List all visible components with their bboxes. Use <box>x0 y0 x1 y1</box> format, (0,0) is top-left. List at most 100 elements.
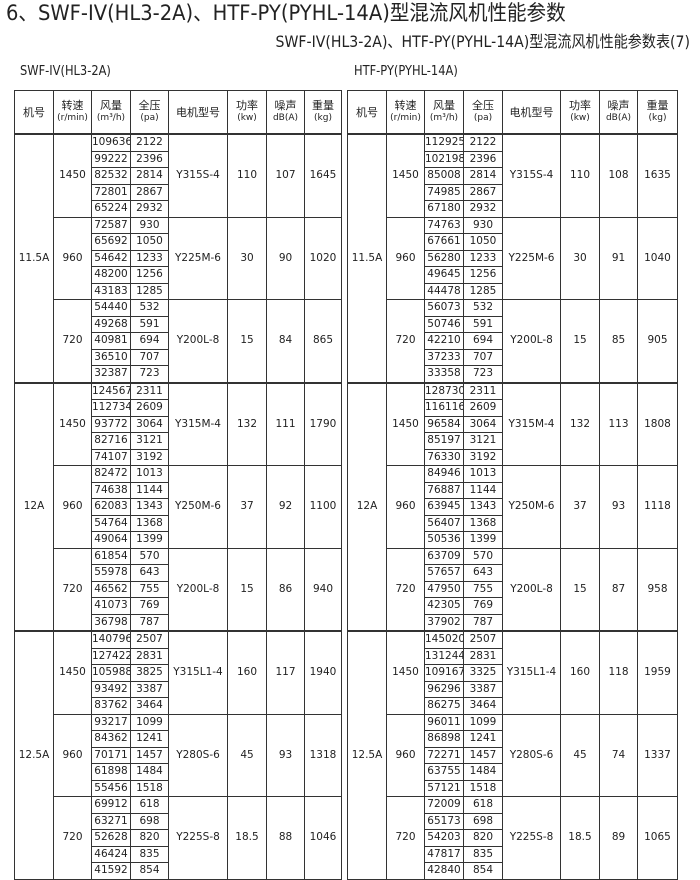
pressure-cell: 707 <box>463 348 503 366</box>
airflow-cell: 74985 <box>424 183 464 201</box>
table-row: 76330 3192 <box>348 448 678 466</box>
column-header-airflow: 风量 (m³/h) <box>91 90 131 135</box>
airflow-cell: 82472 <box>91 465 131 483</box>
table-row: 720 63709 570 Y200L-8 15 87 958 <box>348 547 678 632</box>
table-row: 74638 1144 <box>15 481 342 499</box>
airflow-cell: 109636 <box>91 133 131 152</box>
column-header-pressure: 全压 (pa) <box>130 90 169 135</box>
airflow-cell: 49064 <box>91 531 131 549</box>
airflow-cell: 33358 <box>424 365 464 383</box>
pressure-cell: 1518 <box>130 779 169 797</box>
table-row: 960 82472 1013 Y250M-6 37 92 1100 <box>15 465 342 549</box>
column-header-unit: (pa) <box>140 113 159 123</box>
table-row: 960 72587 930 Y225M-6 30 90 1020 <box>15 216 342 300</box>
table-row: 720 72009 618 Y225S-8 18.5 89 1065 <box>348 796 678 880</box>
airflow-cell: 105988 <box>91 664 131 682</box>
pressure-cell: 2932 <box>463 200 503 218</box>
pressure-cell: 1233 <box>130 249 169 267</box>
airflow-cell: 63271 <box>91 812 131 830</box>
table-row: 43183 1285 <box>15 282 342 300</box>
airflow-cell: 84946 <box>424 465 464 483</box>
pressure-cell: 723 <box>463 365 503 383</box>
noise-cell: 107 <box>266 133 305 218</box>
table-row: 63755 1484 <box>348 763 678 781</box>
airflow-cell: 74763 <box>424 216 464 234</box>
weight-cell: 1645 <box>304 133 342 218</box>
power-cell: 132 <box>560 381 600 466</box>
airflow-cell: 93492 <box>91 680 131 698</box>
noise-cell: 113 <box>599 381 638 466</box>
column-header-label: 风量 <box>100 99 122 112</box>
table-row: 54764 1368 <box>15 514 342 532</box>
power-cell: 110 <box>227 133 267 218</box>
table-row: 109167 3325 <box>348 664 678 682</box>
pressure-cell: 835 <box>130 845 169 863</box>
column-header-unit: (kw) <box>237 113 257 123</box>
airflow-cell: 36798 <box>91 613 131 632</box>
pressure-cell: 618 <box>130 796 169 814</box>
column-header-motor: 电机型号 <box>502 90 561 135</box>
airflow-cell: 93217 <box>91 713 131 731</box>
table-row: 76887 1144 <box>348 481 678 499</box>
motor-cell: Y315M-4 <box>502 381 561 466</box>
pressure-cell: 694 <box>463 332 503 350</box>
pressure-cell: 1285 <box>463 282 503 300</box>
table-row: 960 84946 1013 Y250M-6 37 93 1118 <box>348 465 678 549</box>
power-cell: 45 <box>560 713 600 797</box>
table-row: 50746 591 <box>348 315 678 333</box>
pressure-cell: 787 <box>130 613 169 632</box>
pressure-cell: 1343 <box>463 498 503 516</box>
table-row: 84362 1241 <box>15 730 342 748</box>
weight-cell: 1118 <box>637 465 678 549</box>
table-row: 46562 755 <box>15 580 342 598</box>
table-row: 116116 2609 <box>348 399 678 417</box>
pressure-cell: 1368 <box>463 514 503 532</box>
airflow-cell: 44478 <box>424 282 464 300</box>
weight-cell: 1959 <box>637 630 678 715</box>
pressure-cell: 698 <box>130 812 169 830</box>
airflow-cell: 99222 <box>91 150 131 168</box>
pressure-cell: 1256 <box>463 266 503 284</box>
airflow-cell: 67661 <box>424 233 464 251</box>
pressure-cell: 3464 <box>463 697 503 715</box>
airflow-cell: 102198 <box>424 150 464 168</box>
table-row: 720 61854 570 Y200L-8 15 86 940 <box>15 547 342 632</box>
airflow-cell: 74638 <box>91 481 131 499</box>
pressure-cell: 854 <box>463 862 503 880</box>
airflow-cell: 109167 <box>424 664 464 682</box>
power-cell: 18.5 <box>560 796 600 880</box>
airflow-cell: 50746 <box>424 315 464 333</box>
pressure-cell: 2609 <box>463 399 503 417</box>
airflow-cell: 55456 <box>91 779 131 797</box>
weight-cell: 1940 <box>304 630 342 715</box>
pressure-cell: 755 <box>130 580 169 598</box>
noise-cell: 89 <box>599 796 638 880</box>
airflow-cell: 43183 <box>91 282 131 300</box>
table-row: 44478 1285 <box>348 282 678 300</box>
power-cell: 132 <box>227 381 267 466</box>
motor-cell: Y315L1-4 <box>502 630 561 715</box>
pressure-cell: 755 <box>463 580 503 598</box>
model-cell: 11.5A <box>14 133 54 383</box>
airflow-cell: 41073 <box>91 597 131 615</box>
column-header-model: 机号 <box>347 90 387 135</box>
table-row: 57121 1518 <box>348 779 678 797</box>
table-row: 86898 1241 <box>348 730 678 748</box>
pressure-cell: 1241 <box>130 730 169 748</box>
airflow-cell: 112925 <box>424 133 464 152</box>
pressure-cell: 2122 <box>130 133 169 152</box>
pressure-cell: 1241 <box>463 730 503 748</box>
speed-cell: 960 <box>53 216 92 300</box>
noise-cell: 88 <box>266 796 305 880</box>
pressure-cell: 723 <box>130 365 169 383</box>
airflow-cell: 56407 <box>424 514 464 532</box>
motor-cell: Y225M-6 <box>502 216 561 300</box>
speed-cell: 720 <box>53 299 92 383</box>
pressure-cell: 570 <box>130 547 169 565</box>
airflow-cell: 49645 <box>424 266 464 284</box>
column-header-label: 功率 <box>569 99 591 112</box>
weight-cell: 1790 <box>304 381 342 466</box>
airflow-cell: 65224 <box>91 200 131 218</box>
noise-cell: 117 <box>266 630 305 715</box>
pressure-cell: 2609 <box>130 399 169 417</box>
